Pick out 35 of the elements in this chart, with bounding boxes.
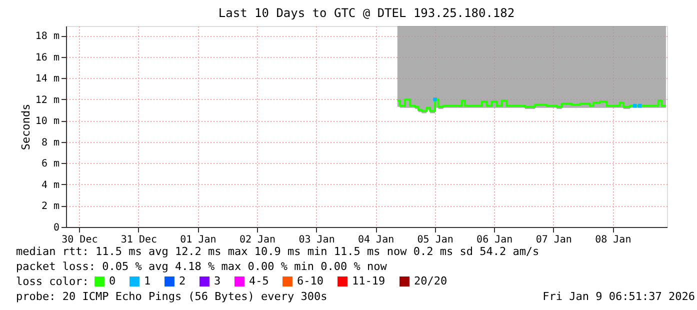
y-tick-label: 6 m	[41, 158, 60, 170]
legend-label: 4-5	[249, 274, 269, 288]
legend-label: 0	[109, 274, 116, 288]
text: median rtt: 11.5 ms avg 12.2 ms max 10.9 ms min 11.5 ms now 0.2 ms sd 54.2 am/s	[16, 245, 540, 258]
legend-label: 11-19	[352, 274, 386, 288]
y-tick-label: 12 m	[35, 94, 60, 106]
y-axis-title: Seconds	[19, 104, 32, 150]
y-tick-label: 16 m	[35, 52, 60, 64]
legend-label: 2	[179, 274, 186, 288]
x-tick-label: 30 Dec	[62, 234, 98, 246]
x-tick-label: 04 Jan	[358, 234, 394, 246]
y-tick-label: 2 m	[41, 201, 60, 212]
chart-title: Last 10 Days to GTC @ DTEL 193.25.180.182	[218, 6, 515, 20]
text: packet loss: 0.05 % avg 4.18 % max 0.00 % min 0.00 % now	[16, 260, 388, 273]
y-tick-label: 18 m	[35, 31, 60, 42]
x-tick-label: 02 Jan	[239, 234, 276, 246]
x-tick-label: 05 Jan	[417, 234, 454, 246]
x-tick-label: 01 Jan	[180, 234, 216, 246]
legend-label: 6-10	[297, 274, 324, 288]
text: Fri Jan 9 06:51:37 2026	[542, 290, 695, 303]
y-tick-label: 14 m	[35, 74, 60, 85]
legend-label: 1	[144, 274, 151, 288]
legend-label: 3	[214, 274, 221, 288]
x-tick-label: 07 Jan	[536, 234, 572, 246]
y-tick-label: 4 m	[41, 180, 60, 191]
legend-title: loss color:	[16, 275, 89, 288]
x-tick-label: 03 Jan	[298, 234, 335, 246]
text: probe: 20 ICMP Echo Pings (56 Bytes) every 300s	[16, 290, 328, 303]
y-tick-label: 10 m	[35, 116, 60, 128]
x-tick-label: 31 Dec	[120, 234, 158, 246]
x-tick-label: 06 Jan	[476, 234, 513, 246]
y-tick-label: 8 m	[41, 137, 60, 148]
legend-label: 20/20	[414, 274, 448, 288]
y-tick-label: 0	[53, 222, 60, 234]
x-tick-label: 08 Jan	[595, 234, 632, 246]
